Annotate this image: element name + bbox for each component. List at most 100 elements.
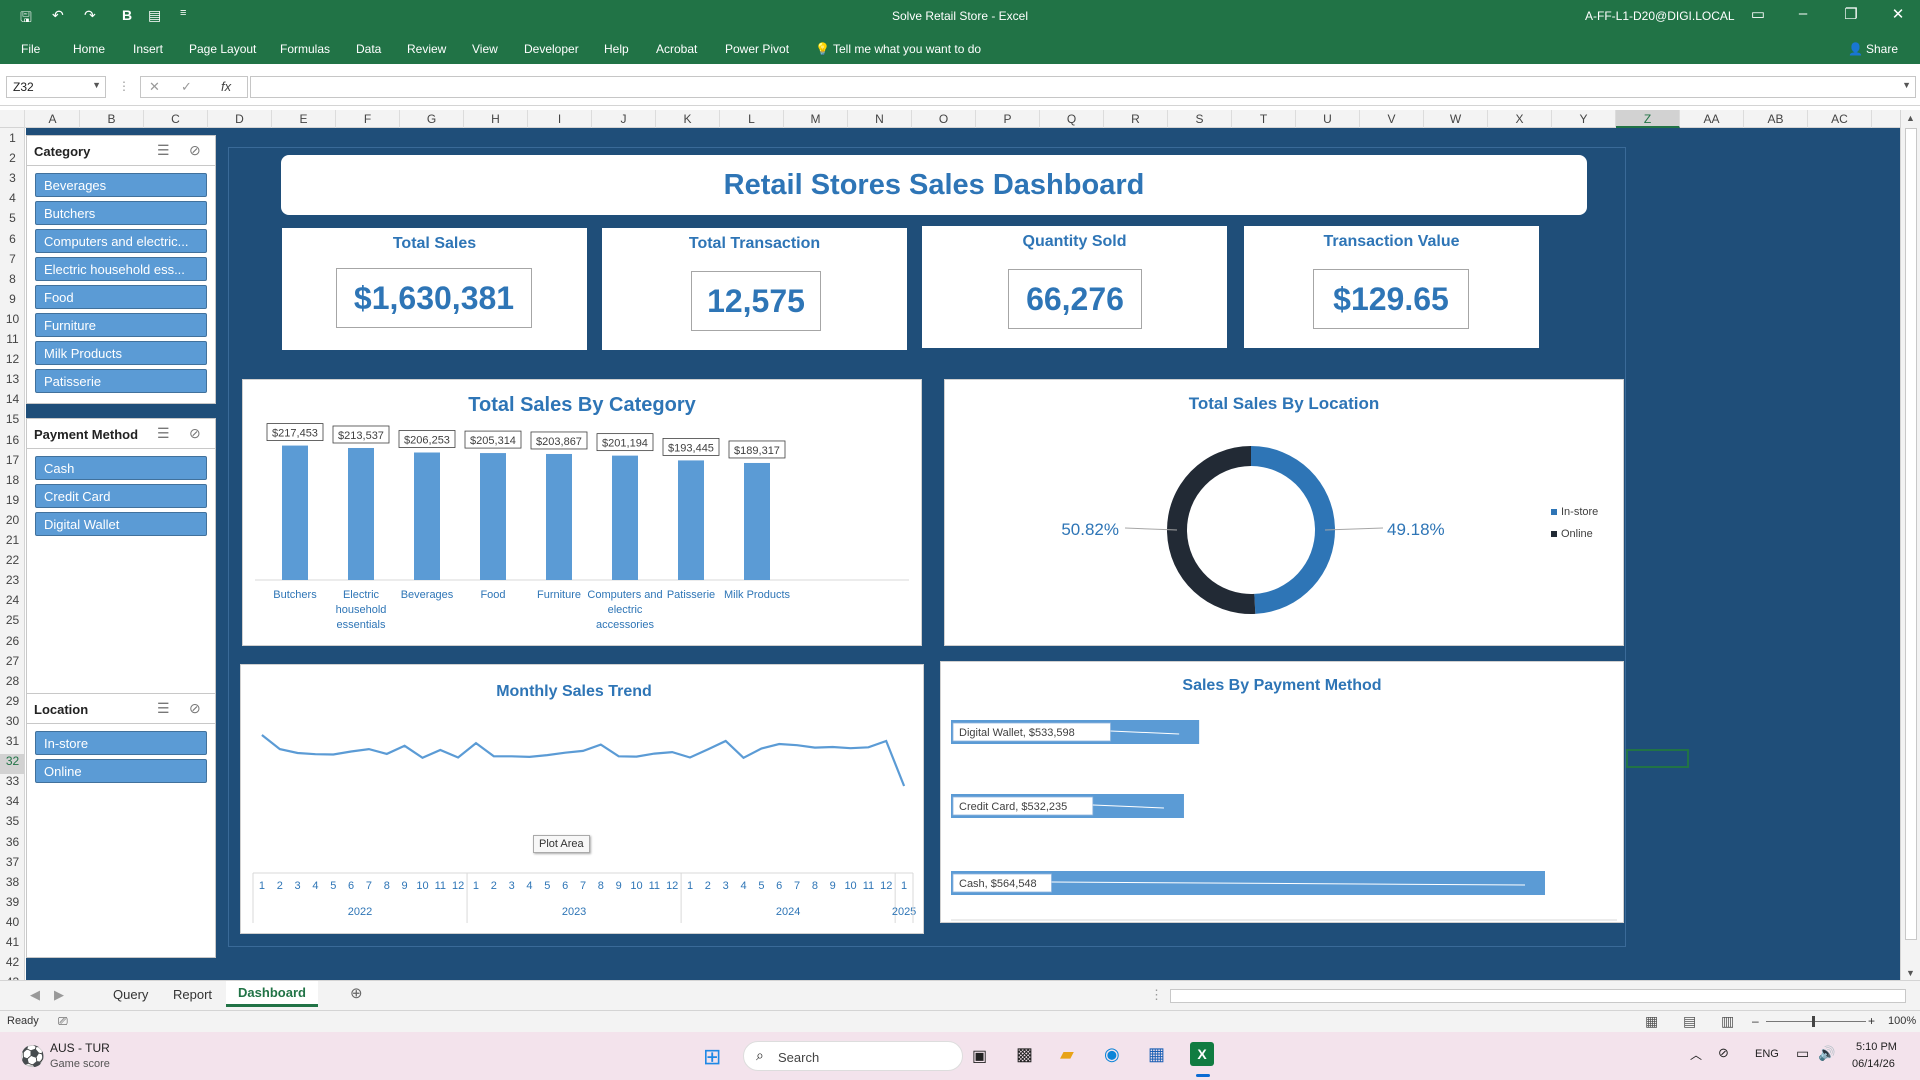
row-header[interactable]: 24 — [5, 593, 20, 608]
bold-icon[interactable]: B — [122, 7, 133, 23]
multi-select-icon[interactable]: ☰ — [157, 425, 170, 441]
tab-review[interactable]: Review — [407, 42, 447, 56]
chart-sales-by-payment[interactable]: Sales By Payment Method Digital Wallet, … — [940, 661, 1624, 923]
row-header[interactable]: 15 — [5, 412, 20, 427]
slicer-item[interactable]: Furniture — [35, 313, 207, 337]
row-header[interactable]: 27 — [5, 653, 20, 668]
tab-power-pivot[interactable]: Power Pivot — [725, 42, 790, 56]
scroll-down-icon[interactable]: ▼ — [1906, 968, 1915, 978]
weather-title[interactable]: AUS - TUR — [50, 1041, 110, 1055]
add-sheet-icon[interactable]: ⊕ — [350, 985, 363, 1002]
volume-icon[interactable]: 🔊 — [1818, 1045, 1836, 1061]
tell-me-search[interactable]: Tell me what you want to do — [833, 42, 982, 56]
column-header[interactable]: Q — [1040, 110, 1104, 128]
chart-sales-by-category[interactable]: Total Sales By Category $217,453 Butchers… — [242, 379, 922, 646]
row-header[interactable]: 4 — [9, 191, 16, 206]
tab-file[interactable]: File — [21, 42, 41, 56]
row-header[interactable]: 9 — [9, 291, 16, 306]
column-header[interactable]: F — [336, 110, 400, 128]
row-header[interactable]: 8 — [9, 271, 16, 286]
slicer-item[interactable]: Patisserie — [35, 369, 207, 393]
restore-icon[interactable]: ❐ — [1844, 6, 1858, 23]
row-header[interactable]: 13 — [5, 372, 20, 387]
slicer-item[interactable]: Credit Card — [35, 484, 207, 508]
form-icon[interactable]: ▤ — [148, 7, 162, 23]
column-header[interactable]: D — [208, 110, 272, 128]
multi-select-icon[interactable]: ☰ — [157, 700, 170, 716]
row-header[interactable]: 6 — [9, 231, 16, 246]
row-header[interactable]: 3 — [9, 171, 16, 186]
zoom-out-icon[interactable]: – — [1752, 1014, 1759, 1028]
zoom-slider[interactable] — [1766, 1021, 1866, 1022]
row-header[interactable]: 42 — [5, 955, 20, 970]
share-icon[interactable]: 👤 — [1848, 42, 1863, 56]
tab-insert[interactable]: Insert — [133, 42, 164, 56]
row-header[interactable]: 36 — [5, 834, 20, 849]
slicer-item[interactable]: Beverages — [35, 173, 207, 197]
column-header[interactable]: Y — [1552, 110, 1616, 128]
undo-icon[interactable]: ↶ — [52, 7, 64, 23]
column-header[interactable]: T — [1232, 110, 1296, 128]
start-icon[interactable]: ⊞ — [703, 1044, 722, 1069]
ribbon-display-icon[interactable]: ▭ — [1750, 6, 1766, 23]
customize-toolbar-icon[interactable]: ≡ — [180, 7, 187, 19]
chevron-down-icon[interactable]: ▼ — [92, 80, 101, 90]
column-header[interactable]: AA — [1680, 110, 1744, 128]
column-header[interactable]: S — [1168, 110, 1232, 128]
display-icon[interactable]: ▭ — [1796, 1045, 1810, 1061]
close-icon[interactable]: ✕ — [1891, 6, 1905, 23]
slicer-item[interactable]: Computers and electric... — [35, 229, 207, 253]
zoom-in-icon[interactable]: + — [1868, 1014, 1876, 1028]
row-header[interactable]: 43 — [0, 975, 24, 980]
function-icon[interactable]: fx — [221, 79, 232, 94]
column-header[interactable]: R — [1104, 110, 1168, 128]
multi-select-icon[interactable]: ☰ — [157, 142, 170, 158]
sheet-tab-dashboard[interactable]: Dashboard — [226, 981, 318, 1007]
tab-developer[interactable]: Developer — [524, 42, 579, 56]
clock-date[interactable]: 06/14/26 — [1852, 1058, 1895, 1070]
select-all-corner[interactable] — [0, 110, 25, 128]
row-header[interactable]: 26 — [5, 633, 20, 648]
slicer-item[interactable]: Online — [35, 759, 207, 783]
normal-view-icon[interactable]: ▦ — [1645, 1013, 1659, 1029]
row-header[interactable]: 10 — [5, 311, 20, 326]
row-header[interactable]: 21 — [5, 533, 20, 547]
row-header[interactable]: 35 — [5, 814, 20, 829]
column-header[interactable]: M — [784, 110, 848, 128]
column-header[interactable]: P — [976, 110, 1040, 128]
sheet-tab-query[interactable]: Query — [113, 987, 149, 1002]
page-layout-view-icon[interactable]: ▤ — [1683, 1013, 1697, 1029]
tab-page-layout[interactable]: Page Layout — [189, 42, 257, 56]
vertical-scrollbar[interactable]: ▲ ▼ — [1900, 110, 1920, 980]
tab-help[interactable]: Help — [604, 42, 629, 56]
network-icon[interactable]: ⊘ — [1718, 1045, 1729, 1060]
taskbar-search[interactable]: ⌕ Search — [743, 1041, 963, 1071]
row-header[interactable]: 17 — [5, 452, 20, 467]
column-header[interactable]: AC — [1808, 110, 1872, 128]
name-box[interactable]: Z32 ▼ — [6, 76, 106, 98]
column-header[interactable]: V — [1360, 110, 1424, 128]
slicer-item[interactable]: In-store — [35, 731, 207, 755]
column-header[interactable]: O — [912, 110, 976, 128]
chevron-up-icon[interactable]: ︿ — [1690, 1048, 1703, 1062]
expand-formula-icon[interactable]: ▼ — [1902, 80, 1911, 90]
row-header[interactable]: 40 — [5, 914, 20, 929]
save-icon[interactable]: 🖫 — [20, 9, 32, 25]
excel-taskbar-icon[interactable]: X — [1190, 1042, 1214, 1066]
row-header[interactable]: 16 — [5, 432, 20, 447]
formula-input[interactable]: ▼ — [250, 76, 1916, 98]
column-header[interactable]: A — [26, 110, 80, 128]
tab-acrobat[interactable]: Acrobat — [656, 42, 698, 56]
column-header[interactable]: H — [464, 110, 528, 128]
weather-icon[interactable]: ⚽ — [20, 1046, 45, 1068]
row-header[interactable]: 1 — [9, 131, 16, 145]
tab-formulas[interactable]: Formulas — [280, 42, 331, 56]
zoom-slider-thumb[interactable] — [1812, 1016, 1815, 1027]
language-indicator[interactable]: ENG — [1755, 1048, 1779, 1060]
row-header[interactable]: 39 — [5, 894, 20, 909]
row-header[interactable]: 28 — [5, 673, 20, 688]
column-header[interactable]: W — [1424, 110, 1488, 128]
tab-data[interactable]: Data — [356, 42, 382, 56]
row-header[interactable]: 38 — [5, 874, 20, 889]
app-icon[interactable]: ▩ — [1016, 1044, 1034, 1064]
